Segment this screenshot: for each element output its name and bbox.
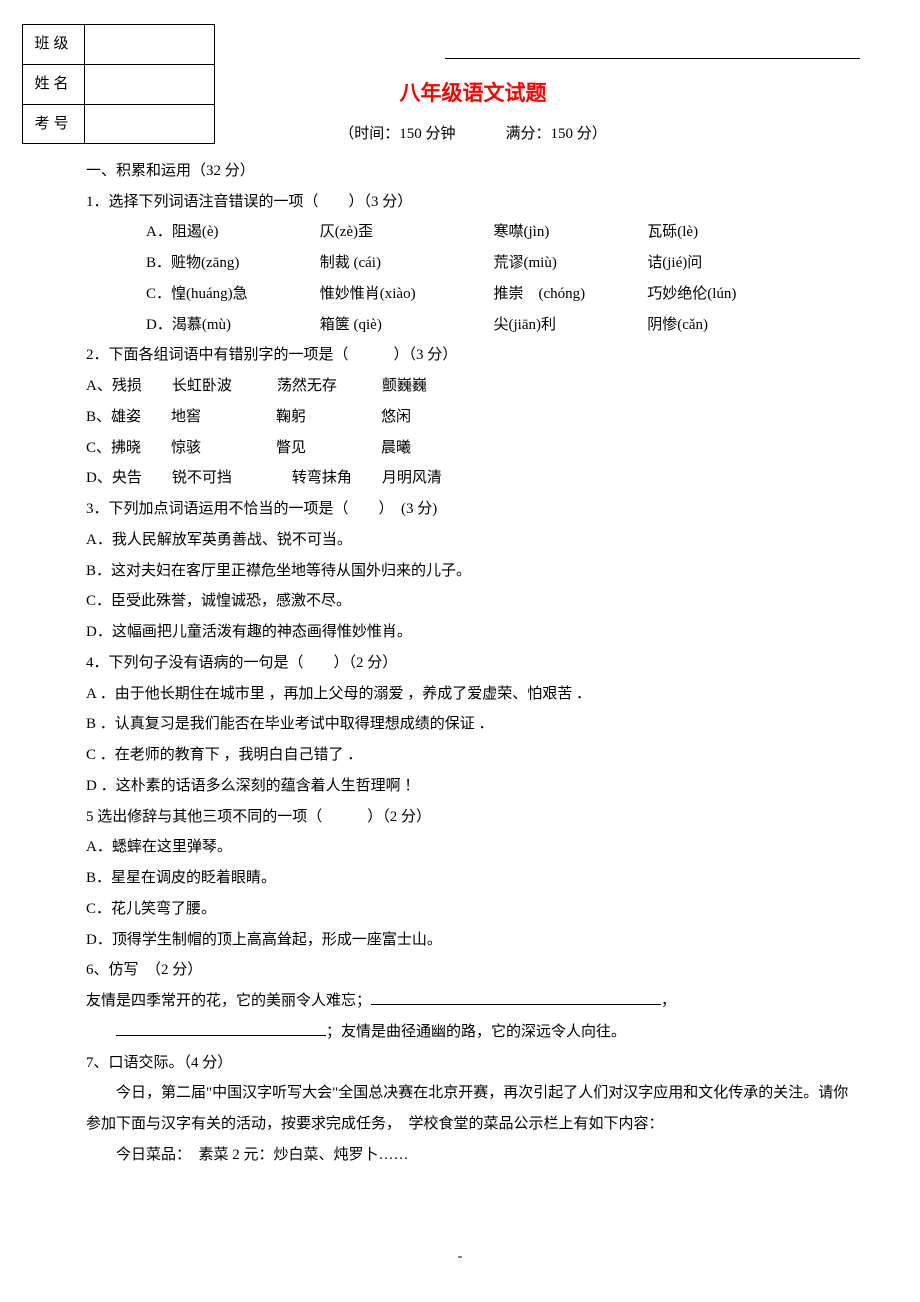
info-label-name: 姓名 <box>23 64 85 104</box>
q6-text-1b: ， <box>661 993 676 1009</box>
q1a-1: A．阻遏(è) <box>116 217 286 248</box>
q2-stem: 2．下面各组词语中有错别字的一项是（ ）（3 分） <box>86 340 860 371</box>
q3-opt-a: A．我人民解放军英勇善战、锐不可当。 <box>86 525 860 556</box>
q4-opt-d: D ．这朴素的话语多么深刻的蕴含着人生哲理啊 ！ <box>86 771 860 802</box>
table-row: 姓名 <box>23 64 215 104</box>
content-body: 一、积累和运用（32 分） 1．选择下列词语注音错误的一项（ ）（3 分） A．… <box>86 156 860 1171</box>
time-label: （时间：150 分钟 <box>339 126 455 142</box>
section-heading: 一、积累和运用（32 分） <box>86 156 860 187</box>
footer-mark: - <box>458 1243 463 1272</box>
q1a-2: 仄(zè)歪 <box>290 217 460 248</box>
q6-stem: 6、仿写 （2 分） <box>86 955 860 986</box>
q3-opt-b: B．这对夫妇在客厅里正襟危坐地等待从国外归来的儿子。 <box>86 556 860 587</box>
q4-stem: 4．下列句子没有语病的一句是（ ）（2 分） <box>86 648 860 679</box>
q3-opt-c: C．臣受此殊誉，诚惶诚恐，感激不尽。 <box>86 586 860 617</box>
q3-opt-d: D．这幅画把儿童活泼有趣的神态画得惟妙惟肖。 <box>86 617 860 648</box>
q1d-3: 尖(jiān)利 <box>464 310 614 341</box>
q6-text-1a: 友情是四季常开的花，它的美丽令人难忘； <box>86 993 371 1009</box>
table-row: 考号 <box>23 104 215 144</box>
q1-stem: 1．选择下列词语注音错误的一项（ ）（3 分） <box>86 187 860 218</box>
q2-opt-c: C、拂晓 惊骇 瞥见 晨曦 <box>86 433 860 464</box>
q1-opt-c: C．惶(huáng)急 惟妙惟肖(xiào) 推崇 (chóng) 巧妙绝伦(l… <box>86 279 860 310</box>
q5-opt-b: B．星星在调皮的眨着眼睛。 <box>86 863 860 894</box>
q6-line2: ；友情是曲径通幽的路，它的深远令人向往。 <box>86 1017 860 1048</box>
q1d-2: 箱箧 (qiè) <box>290 310 460 341</box>
q3-stem: 3．下列加点词语运用不恰当的一项是（ ） (3 分) <box>86 494 860 525</box>
q7-stem: 7、口语交际。（4 分） <box>86 1048 860 1079</box>
q2-opt-b: B、雄姿 地窖 鞠躬 悠闲 <box>86 402 860 433</box>
q6-text-2b: ；友情是曲径通幽的路，它的深远令人向往。 <box>326 1024 626 1040</box>
q1c-2: 惟妙惟肖(xiào) <box>290 279 460 310</box>
q1c-1: C．惶(huáng)急 <box>116 279 286 310</box>
q1a-3: 寒噤(jìn) <box>464 217 614 248</box>
q5-opt-d: D．顶得学生制帽的顶上高高耸起，形成一座富士山。 <box>86 925 860 956</box>
blank-fill-2[interactable] <box>116 1021 326 1036</box>
info-value-name[interactable] <box>85 64 215 104</box>
q5-stem: 5 选出修辞与其他三项不同的一项（ ）（2 分） <box>86 802 860 833</box>
q1-opt-a: A．阻遏(è) 仄(zè)歪 寒噤(jìn) 瓦砾(lè) <box>86 217 860 248</box>
q1d-4: 阴惨(cǎn) <box>617 310 708 341</box>
q4-opt-a: A ．由于他长期住在城市里 ，再加上父母的溺爱 ，养成了爱虚荣、怕艰苦 ． <box>86 679 860 710</box>
info-label-id: 考号 <box>23 104 85 144</box>
q1c-3: 推崇 (chóng) <box>464 279 614 310</box>
q1-opt-d: D．渴慕(mù) 箱箧 (qiè) 尖(jiān)利 阴惨(cǎn) <box>86 310 860 341</box>
blank-fill-1[interactable] <box>371 990 661 1005</box>
q1c-4: 巧妙绝伦(lún) <box>617 279 736 310</box>
header-line <box>445 58 860 59</box>
q7-para1: 今日，第二届"中国汉字听写大会"全国总决赛在北京开赛，再次引起了人们对汉字应用和… <box>86 1078 860 1140</box>
q6-line1: 友情是四季常开的花，它的美丽令人难忘； ， <box>86 986 860 1017</box>
info-value-id[interactable] <box>85 104 215 144</box>
q1d-1: D．渴慕(mù) <box>116 310 286 341</box>
q1b-4: 诘(jié)问 <box>617 248 702 279</box>
q5-opt-a: A．蟋蟀在这里弹琴。 <box>86 832 860 863</box>
q1-opt-b: B．赃物(zāng) 制裁 (cái) 荒谬(miù) 诘(jié)问 <box>86 248 860 279</box>
q5-opt-c: C．花儿笑弯了腰。 <box>86 894 860 925</box>
fullmark-label: 满分：150 分） <box>506 126 607 142</box>
q1a-4: 瓦砾(lè) <box>617 217 698 248</box>
table-row: 班级 <box>23 25 215 65</box>
info-label-class: 班级 <box>23 25 85 65</box>
q4-opt-b: B ．认真复习是我们能否在毕业考试中取得理想成绩的保证 ． <box>86 709 860 740</box>
q2-opt-a: A、残损 长虹卧波 荡然无存 颤巍巍 <box>86 371 860 402</box>
q1b-2: 制裁 (cái) <box>290 248 460 279</box>
q1b-3: 荒谬(miù) <box>464 248 614 279</box>
q2-opt-d: D、央告 锐不可挡 转弯抹角 月明风清 <box>86 463 860 494</box>
student-info-table: 班级 姓名 考号 <box>22 24 215 144</box>
q1b-1: B．赃物(zāng) <box>116 248 286 279</box>
q7-para2: 今日菜品： 素菜 2 元：炒白菜、炖罗卜…… <box>86 1140 860 1171</box>
info-value-class[interactable] <box>85 25 215 65</box>
q4-opt-c: C ．在老师的教育下 ，我明白自己错了 ． <box>86 740 860 771</box>
